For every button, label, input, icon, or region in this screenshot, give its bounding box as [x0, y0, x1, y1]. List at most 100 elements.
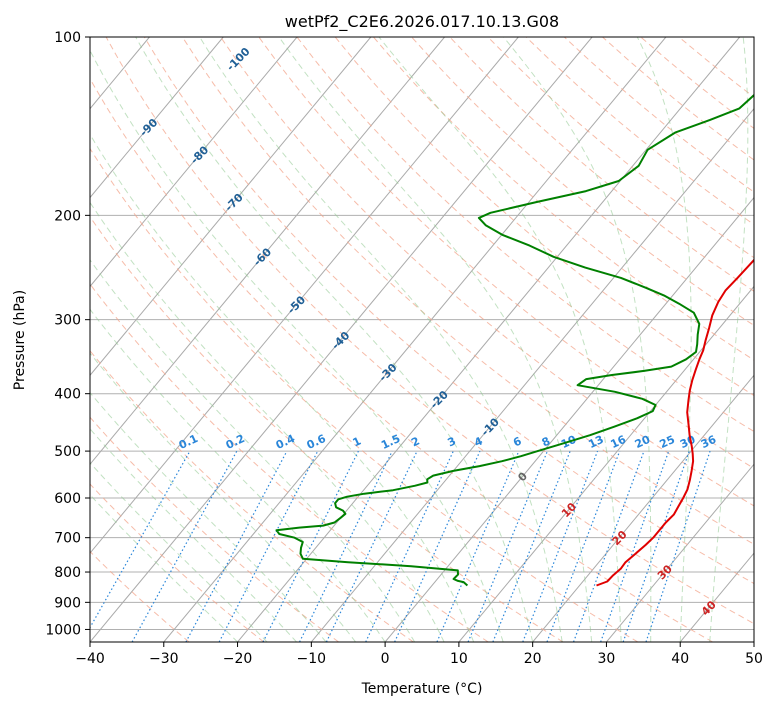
dry-adiabat--10 [90, 416, 339, 642]
x-tick-label: 30 [598, 651, 616, 667]
sounding-series [275, 93, 754, 587]
isotherm--60 [90, 37, 445, 466]
x-tick-label: −20 [223, 651, 253, 667]
mixing-ratio-line-1 [131, 450, 238, 642]
dewpoint-line [275, 93, 754, 587]
mixing-ratio-line-3 [218, 450, 319, 642]
mixing-ratio-label: 2 [409, 434, 421, 449]
dry-adiabat-10 [90, 283, 489, 642]
moist-adiabats [90, 37, 749, 642]
moist-adiabat-36 [503, 37, 652, 642]
isotherm-30 [606, 463, 754, 642]
isotherm-label: -20 [428, 388, 451, 411]
y-tick-label: 300 [54, 313, 81, 329]
mixing-ratio-line-7 [365, 450, 454, 642]
isotherm-label: -90 [137, 116, 160, 139]
isotherm-label: -50 [285, 293, 308, 316]
dry-adiabat-140 [449, 37, 754, 292]
moist-adiabat-44 [709, 37, 749, 642]
chart-title: wetPf2_C2E6.2026.017.10.13.G08 [285, 12, 559, 32]
dry-adiabat-120 [373, 37, 754, 361]
x-tick-label: 10 [450, 651, 468, 667]
mixing-ratio-label: 0.2 [224, 432, 247, 452]
moist-adiabat-32 [378, 37, 622, 642]
y-tick-label: 100 [54, 30, 81, 46]
plot-frame [89, 36, 755, 643]
temperature-line [596, 258, 754, 587]
mixing-ratio-label: 16 [609, 433, 629, 451]
moist-adiabat-0 [90, 308, 386, 642]
x-tick-label: 0 [381, 651, 390, 667]
mixing-ratio-label: 13 [586, 433, 605, 451]
moist-adiabat-12 [90, 133, 475, 642]
dry-adiabats [90, 37, 754, 642]
x-tick-label: −40 [75, 651, 105, 667]
mixing-ratio-label: 0.1 [177, 432, 200, 452]
dry-adiabat-30 [90, 147, 639, 642]
y-tick-label: 1000 [45, 622, 81, 638]
moist-adiabat-40 [636, 37, 692, 642]
mixing-ratio-lines [90, 450, 711, 642]
dry-adiabat-200 [678, 37, 754, 98]
y-tick-label: 800 [54, 565, 81, 581]
moist-adiabat-16 [90, 49, 504, 642]
mixing-ratio-line-15 [600, 450, 670, 642]
moist-adiabat-28 [278, 37, 593, 642]
x-tick-label: 50 [745, 651, 763, 667]
dry-adiabat-100 [296, 37, 754, 433]
y-tick-label: 500 [54, 444, 81, 460]
isotherm--10 [310, 107, 754, 642]
isotherm--70 [90, 37, 372, 377]
isotherm--90 [90, 37, 224, 199]
plot-area: -100-90-80-70-60-50-40-30-20-10010203040… [0, 37, 754, 642]
mixing-ratio-label: 0.4 [274, 432, 297, 452]
isotherm-10 [458, 285, 754, 642]
isotherm-label: -80 [188, 143, 211, 166]
mixing-ratio-labels: 0.1 0.2 0.4 0.6 1 1.5 2 3 4 6 8 10 13 16 20 25 30 36 [177, 432, 719, 452]
isotherm--80 [90, 37, 298, 288]
dry-adiabat--20 [90, 483, 265, 642]
y-axis-ticks: 100 200 300 400 500 600 700 800 900 1000 [45, 30, 90, 638]
dry-adiabat-0 [90, 349, 414, 642]
dry-adiabat-50 [105, 37, 754, 625]
moist-adiabat-24 [199, 37, 563, 642]
mixing-ratio-line-11 [492, 450, 571, 642]
y-tick-label: 900 [54, 595, 81, 611]
isobar-gridlines [90, 37, 754, 630]
mixing-ratio-line-0 [90, 450, 191, 629]
isotherm--40 [90, 37, 593, 642]
mixing-ratio-line-10 [467, 450, 548, 642]
mixing-ratio-label: 6 [511, 434, 524, 449]
mixing-ratio-line-8 [394, 450, 481, 642]
isotherm--20 [237, 37, 741, 642]
isotherm-50 [753, 641, 754, 642]
isotherm-0 [384, 196, 754, 642]
dry-adiabat-80 [220, 37, 754, 507]
y-tick-label: 200 [54, 208, 81, 224]
moist-adiabat--4 [90, 352, 356, 642]
y-tick-label: 400 [54, 387, 81, 403]
mixing-ratio-line-4 [262, 450, 359, 642]
moist-adiabat--8 [90, 391, 327, 642]
x-tick-label: 40 [671, 651, 689, 667]
mixing-ratio-line-9 [436, 450, 520, 642]
isotherm-label: -30 [376, 361, 399, 384]
x-tick-label: 20 [524, 651, 542, 667]
dry-adiabat-90 [258, 37, 754, 469]
moist-adiabat--20 [90, 494, 238, 642]
isotherm-label: -10 [479, 415, 502, 438]
isotherm-40 [679, 552, 754, 642]
mixing-ratio-label: 30 [678, 433, 698, 451]
isotherm--30 [163, 37, 667, 642]
moist-adiabat-4 [90, 259, 416, 642]
isotherm-label: -60 [251, 245, 274, 268]
y-tick-label: 700 [54, 531, 81, 547]
mixing-ratio-label: 25 [658, 433, 677, 451]
isotherm--120 [0, 37, 2, 642]
mixing-ratio-line-17 [645, 450, 711, 642]
mixing-ratio-label: 1.5 [379, 432, 402, 452]
dry-adiabat-40 [90, 77, 713, 642]
dry-adiabat-190 [640, 37, 754, 129]
dry-adiabat--30 [90, 550, 190, 642]
